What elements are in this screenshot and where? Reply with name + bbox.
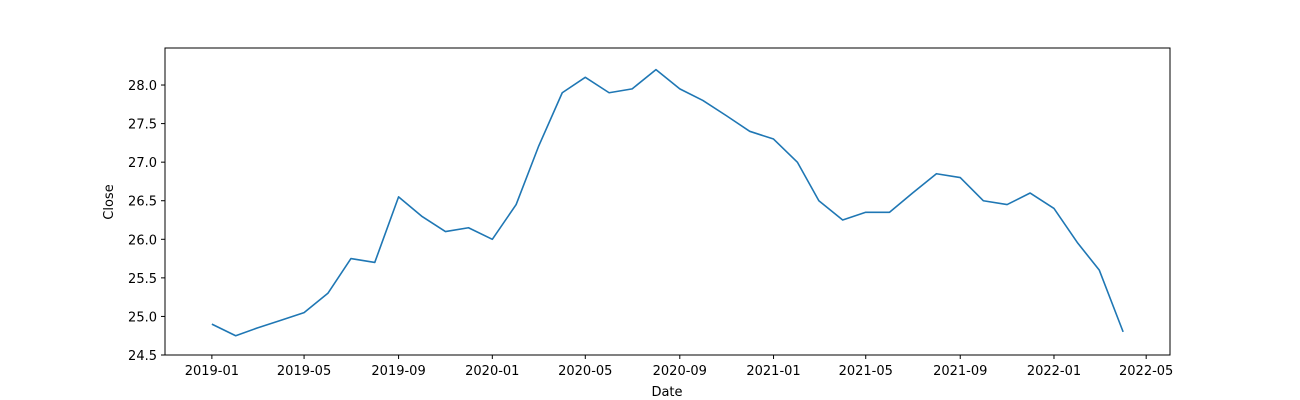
y-tick-label: 25.5 xyxy=(128,272,157,287)
y-tick-label: 27.0 xyxy=(128,156,157,171)
x-axis-label: Date xyxy=(651,385,682,400)
y-tick-label: 27.5 xyxy=(128,118,157,133)
x-tick-label: 2021-01 xyxy=(746,364,800,379)
y-axis-label: Close xyxy=(102,184,117,219)
x-tick-label: 2019-05 xyxy=(277,364,331,379)
x-tick-label: 2020-05 xyxy=(558,364,612,379)
x-tick-label: 2019-01 xyxy=(185,364,239,379)
y-tick-label: 26.0 xyxy=(128,233,157,248)
x-tick-label: 2020-09 xyxy=(653,364,707,379)
y-tick-label: 28.0 xyxy=(128,79,157,94)
x-tick-label: 2022-05 xyxy=(1119,364,1173,379)
y-tick-label: 25.0 xyxy=(128,310,157,325)
plot-frame xyxy=(164,47,1171,356)
x-tick-label: 2021-09 xyxy=(933,364,987,379)
x-tick-label: 2022-01 xyxy=(1027,364,1081,379)
data-line xyxy=(211,68,1124,337)
x-tick-label: 2020-01 xyxy=(465,364,519,379)
y-tick-label: 24.5 xyxy=(128,349,157,364)
x-tick-label: 2021-05 xyxy=(839,364,893,379)
y-tick-label: 26.5 xyxy=(128,195,157,210)
x-tick-label: 2019-09 xyxy=(371,364,425,379)
